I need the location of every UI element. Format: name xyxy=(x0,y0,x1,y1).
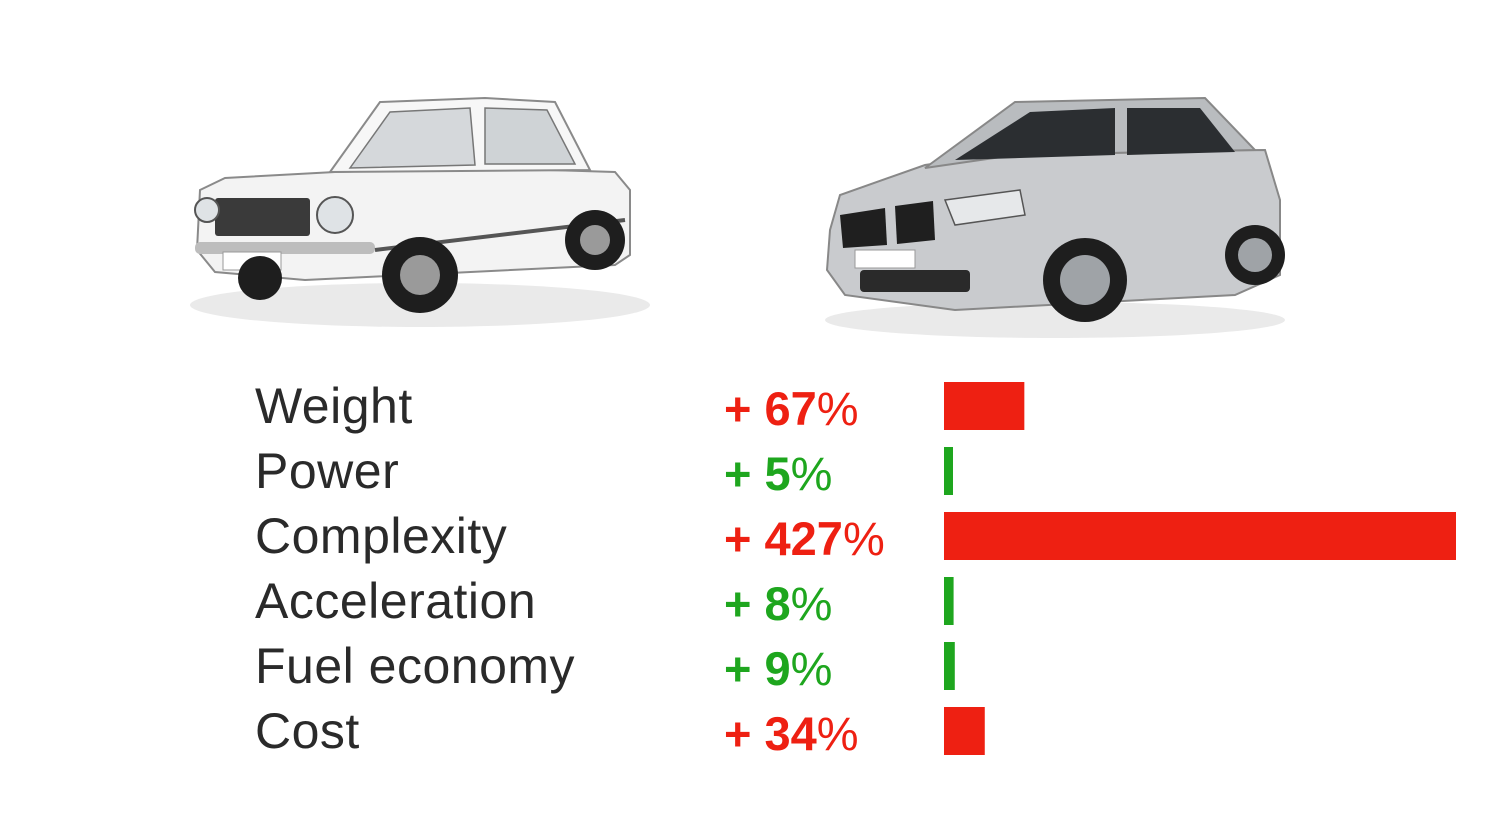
category-label: Cost xyxy=(255,703,360,759)
value-label: + 427% xyxy=(724,515,885,562)
value-number: 8 xyxy=(764,577,791,630)
value-number: 427 xyxy=(764,512,843,565)
bar-complexity xyxy=(944,512,1456,560)
value-unit: % xyxy=(790,642,833,695)
bar-acceleration xyxy=(944,577,954,625)
category-label: Acceleration xyxy=(255,573,537,629)
value-unit: % xyxy=(842,512,885,565)
value-label: + 5% xyxy=(724,450,832,497)
bar-fuel-economy xyxy=(944,642,955,690)
new-car-image xyxy=(825,96,1285,338)
bar-cost xyxy=(944,707,985,755)
category-label: Weight xyxy=(255,378,413,434)
value-unit: % xyxy=(790,577,833,630)
bar-weight xyxy=(944,382,1025,430)
value-sign: + xyxy=(724,512,752,565)
bar-power xyxy=(944,447,953,495)
value-sign: + xyxy=(724,577,752,630)
value-sign: + xyxy=(724,707,752,760)
value-sign: + xyxy=(724,642,752,695)
value-unit: % xyxy=(816,707,859,760)
value-sign: + xyxy=(724,382,752,435)
value-unit: % xyxy=(816,382,859,435)
value-unit: % xyxy=(790,447,833,500)
value-label: + 34% xyxy=(724,710,859,757)
value-number: 34 xyxy=(764,707,817,760)
value-label: + 67% xyxy=(724,385,859,432)
category-label: Power xyxy=(255,443,400,499)
category-label: Complexity xyxy=(255,508,508,564)
old-car-image xyxy=(190,96,650,327)
value-number: 67 xyxy=(764,382,817,435)
value-sign: + xyxy=(724,447,752,500)
value-label: + 8% xyxy=(724,580,832,627)
value-label: + 9% xyxy=(724,645,832,692)
value-number: 9 xyxy=(764,642,791,695)
value-number: 5 xyxy=(764,447,791,500)
category-label: Fuel economy xyxy=(255,638,576,694)
